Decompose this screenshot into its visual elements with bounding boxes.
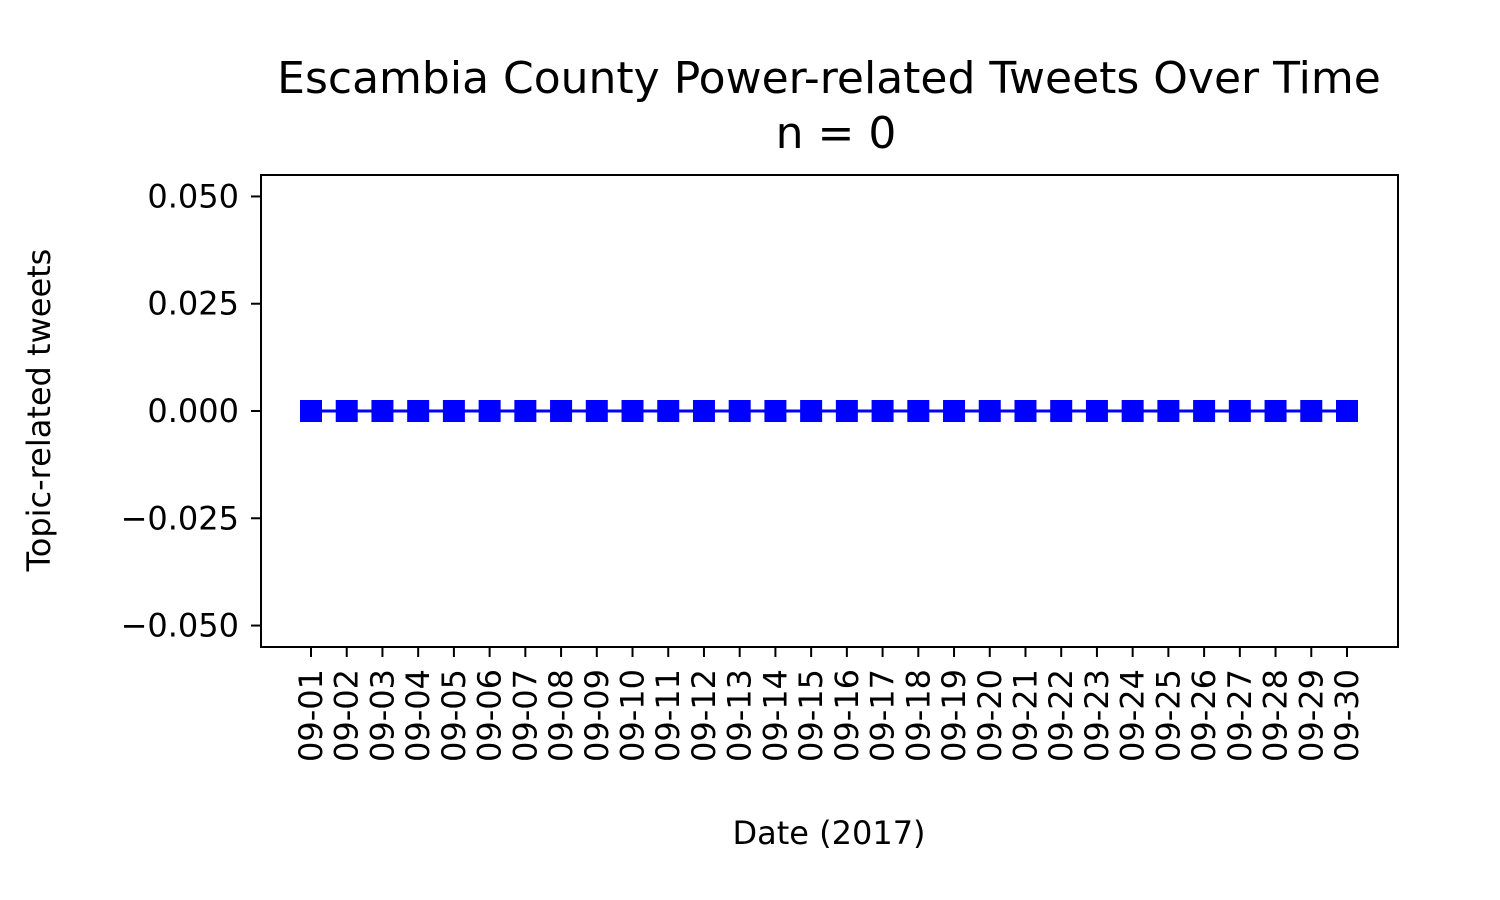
data-point-marker [550, 400, 573, 422]
x-tick-label: 09-27 [1221, 669, 1259, 762]
data-point-marker [943, 400, 966, 422]
data-point-marker [1157, 400, 1180, 422]
data-point-marker [478, 400, 501, 422]
y-tick-label: −0.025 [121, 499, 239, 537]
x-tick-label: 09-17 [864, 669, 902, 762]
x-tick-label: 09-02 [328, 669, 366, 762]
x-tick-label: 09-18 [899, 669, 937, 762]
data-point-marker [835, 400, 858, 422]
data-point-marker [407, 400, 430, 422]
x-tick-label: 09-12 [685, 669, 723, 762]
data-point-marker [657, 400, 680, 422]
x-tick-label: 09-13 [721, 669, 759, 762]
chart-title: Escambia County Power-related Tweets Ove… [277, 53, 1381, 104]
x-tick-label: 09-09 [578, 669, 616, 762]
data-point-marker [1050, 400, 1073, 422]
data-point-marker [871, 400, 894, 422]
data-point-marker [1300, 400, 1323, 422]
x-tick-label: 09-08 [542, 669, 580, 762]
data-point-marker [335, 400, 358, 422]
x-tick-label: 09-07 [506, 669, 544, 762]
x-tick-label: 09-26 [1185, 669, 1223, 762]
data-point-marker [800, 400, 823, 422]
x-tick-label: 09-15 [792, 669, 830, 762]
y-axis-label: Topic-related tweets [20, 249, 58, 573]
data-point-marker [692, 400, 715, 422]
y-tick-label: 0.025 [147, 285, 239, 323]
data-point-marker [1264, 400, 1287, 422]
x-tick-label: 09-29 [1292, 669, 1330, 762]
chart-subtitle: n = 0 [776, 108, 897, 159]
data-point-marker [1336, 400, 1358, 422]
x-tick-label: 09-16 [828, 669, 866, 762]
x-tick-label: 09-22 [1042, 669, 1080, 762]
data-point-marker [1193, 400, 1216, 422]
y-tick-label: 0.000 [147, 392, 239, 430]
y-axis-ticks: −0.050 −0.025 0.000 0.025 0.050 [121, 177, 261, 645]
data-point-marker [442, 400, 465, 422]
x-axis-label: Date (2017) [732, 814, 925, 852]
data-point-marker [764, 400, 787, 422]
data-point-marker [728, 400, 751, 422]
x-tick-label: 09-21 [1006, 669, 1044, 762]
data-point-marker [514, 400, 537, 422]
x-tick-label: 09-10 [614, 669, 652, 762]
x-tick-label: 09-14 [756, 669, 794, 762]
data-point-marker [1228, 400, 1251, 422]
x-tick-label: 09-30 [1328, 669, 1366, 762]
x-tick-label: 09-01 [292, 669, 330, 762]
x-tick-label: 09-20 [971, 669, 1009, 762]
data-point-marker [978, 400, 1001, 422]
y-tick-label: 0.050 [147, 177, 239, 215]
x-tick-label: 09-05 [435, 669, 473, 762]
data-point-marker [907, 400, 930, 422]
data-point-marker [1121, 400, 1144, 422]
data-point-marker [585, 400, 608, 422]
x-tick-label: 09-03 [363, 669, 401, 762]
data-point-marker [1085, 400, 1108, 422]
x-tick-label: 09-24 [1114, 669, 1152, 762]
x-tick-label: 09-06 [471, 669, 509, 762]
data-point-marker [300, 400, 322, 422]
plot-frame [260, 174, 1399, 648]
data-point-marker [371, 400, 394, 422]
x-tick-label: 09-23 [1078, 669, 1116, 762]
x-tick-label: 09-28 [1257, 669, 1295, 762]
x-tick-label: 09-25 [1149, 669, 1187, 762]
data-point-marker [621, 400, 644, 422]
series-layer [300, 400, 1358, 422]
data-point-marker [1014, 400, 1037, 422]
y-tick-label: −0.050 [121, 607, 239, 645]
x-tick-label: 09-04 [399, 669, 437, 762]
x-axis-ticks: 09-0109-0209-0309-0409-0509-0609-0709-08… [292, 647, 1366, 762]
x-tick-label: 09-11 [649, 669, 687, 762]
x-tick-label: 09-19 [935, 669, 973, 762]
